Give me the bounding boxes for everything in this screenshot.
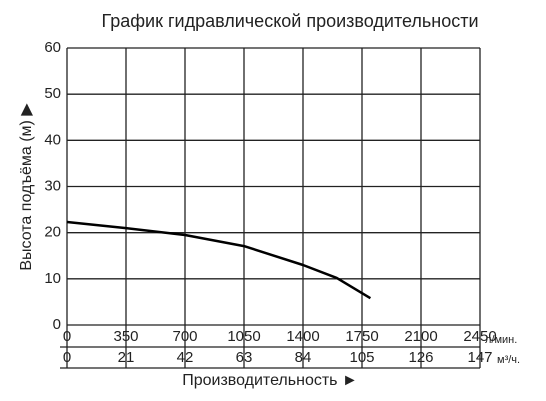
y-tick-label: 20: [44, 224, 61, 241]
y-tick-label: 10: [44, 270, 61, 287]
x-axis-label: Производительность ►: [182, 372, 358, 389]
x2-unit: м³/ч.: [497, 354, 520, 366]
y-tick-label: 30: [44, 177, 61, 194]
y-axis-label: Высота подъёма (м) ▶: [18, 103, 35, 271]
x-unit: л/мин.: [485, 334, 517, 346]
y-tick-label: 40: [44, 131, 61, 148]
y-tick-label: 50: [44, 85, 61, 102]
y-tick-label: 0: [53, 316, 61, 333]
chart-title: График гидравлической производительности: [101, 11, 478, 31]
y-tick-label: 60: [44, 39, 61, 56]
performance-curve: [66, 220, 372, 300]
